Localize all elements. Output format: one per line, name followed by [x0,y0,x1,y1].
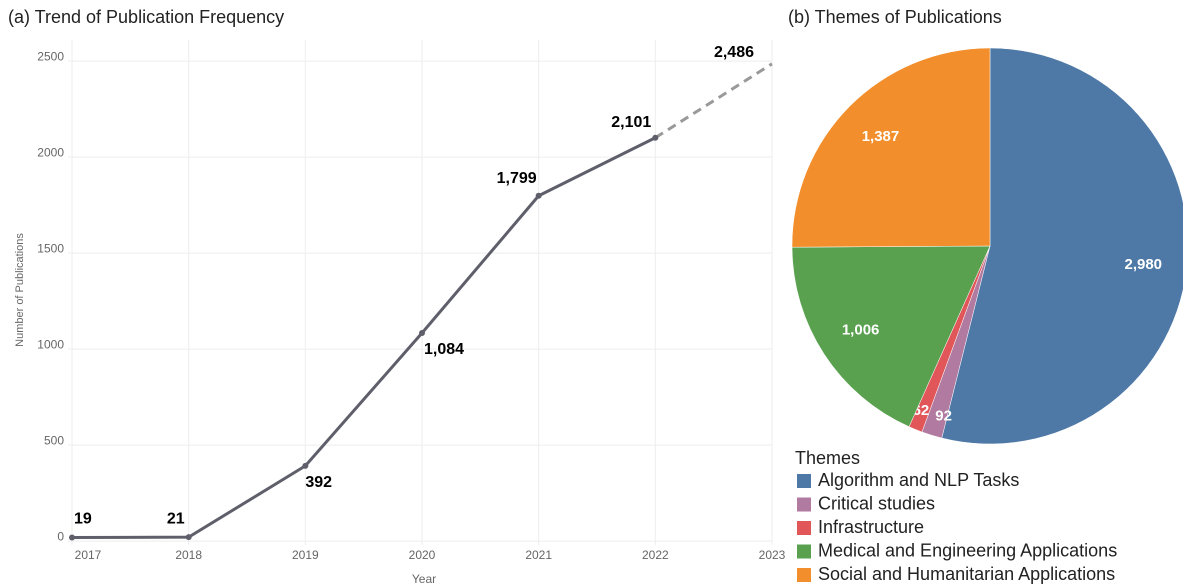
data-label: 19 [74,511,92,528]
y-tick-label: 1000 [37,337,64,351]
legend-swatch [797,521,811,535]
x-axis-label: Year [412,572,436,586]
slice-label: 1,387 [862,128,900,145]
y-tick-label: 500 [44,433,64,447]
data-label: 2,486 [714,44,754,61]
point [419,330,425,337]
legend-title: Themes [795,448,860,468]
data-label: 392 [305,474,332,491]
legend-swatch [797,497,811,512]
legend-swatch [797,568,811,582]
slice-label: 1,006 [842,321,880,338]
point [302,462,309,469]
data-label: 2,101 [611,114,651,131]
x-tick-label: 2018 [175,548,202,562]
legend-swatch [797,474,811,488]
data-label: 1,084 [424,341,464,358]
y-tick-label: 0 [57,529,64,543]
pie-slice [791,245,991,428]
x-tick-label: 2020 [409,548,436,562]
line-chart-title: (a) Trend of Publication Frequency [8,7,284,27]
legend-label: Medical and Engineering Applications [818,540,1117,560]
data-label: 21 [167,510,185,527]
projected-line [654,62,773,140]
x-tick-label: 2023 [759,548,786,562]
point [185,534,192,541]
x-tick-label: 2019 [292,548,319,562]
y-tick-label: 2500 [37,49,64,63]
legend-label: Social and Humanitarian Applications [818,564,1115,584]
legend-label: Infrastructure [818,517,924,537]
x-tick-label: 2022 [642,548,669,562]
y-tick-label: 2000 [37,145,64,159]
x-tick-label: 2017 [75,548,102,562]
legend-label: Algorithm and NLP Tasks [818,470,1019,490]
pie-slice [791,47,991,248]
slice-label: 2,980 [1124,256,1162,273]
point [69,534,75,541]
pie-slice [941,47,1183,445]
x-tick-label: 2021 [525,548,552,562]
y-axis-label: Number of Publications [14,233,26,347]
legend-label: Critical studies [818,493,935,513]
pie-chart-title: (b) Themes of Publications [788,7,1002,27]
slice-label: 92 [935,407,952,424]
line [71,136,657,540]
data-label: 1,799 [497,170,537,187]
y-tick-label: 1500 [37,241,64,255]
point [535,192,542,199]
legend-swatch [797,544,811,559]
point [652,134,659,141]
